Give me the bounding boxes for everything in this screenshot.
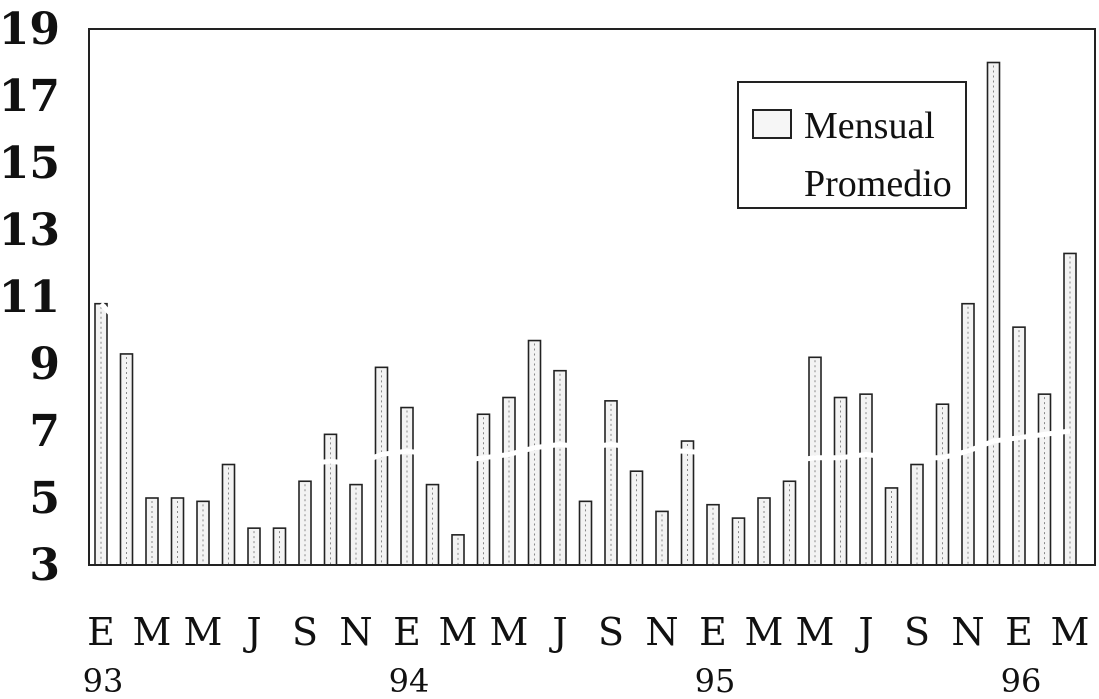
x-tick-label: M (133, 610, 172, 654)
bar-mensual (910, 463, 924, 566)
bar-mensual (298, 480, 312, 566)
x-tick-label: J (242, 610, 261, 654)
bar-mensual (1037, 393, 1052, 566)
year-label: 96 (1001, 662, 1042, 699)
x-tick-label: E (1005, 610, 1033, 654)
y-tick-label: 11 (0, 272, 60, 323)
legend-label-mensual: Mensual (804, 105, 935, 147)
legend-box (737, 81, 967, 209)
y-tick-label: 19 (0, 4, 60, 55)
bar-mensual (986, 61, 1001, 566)
year-labels: 93 94 95 96 (83, 662, 1042, 699)
year-label: 94 (389, 662, 430, 699)
x-tick-label: M (745, 610, 784, 654)
y-axis: 3 5 7 9 11 13 15 17 19 (0, 4, 60, 591)
y-tick-label: 17 (0, 71, 60, 122)
x-tick-label: M (1051, 610, 1090, 654)
x-tick-label: N (339, 610, 372, 654)
bar-mensual (782, 480, 797, 566)
x-tick-label: M (439, 610, 478, 654)
x-tick-label: N (951, 610, 984, 654)
y-tick-label: 3 (29, 540, 60, 591)
x-tick-label: S (598, 610, 624, 654)
year-label: 95 (695, 662, 736, 699)
y-tick-label: 5 (29, 473, 60, 524)
y-tick-label: 13 (0, 205, 60, 256)
series-line-promedio (99, 301, 1071, 468)
year-label: 93 (83, 662, 124, 699)
bar-mensual (221, 463, 236, 566)
legend: Mensual Promedio (737, 81, 967, 209)
x-tick-label: E (87, 610, 115, 654)
bar-mensual (859, 393, 873, 566)
x-tick-label: J (548, 610, 567, 654)
legend-swatch-mensual (752, 109, 792, 139)
x-tick-label: E (699, 610, 727, 654)
x-tick-label: S (904, 610, 930, 654)
x-tick-label: E (393, 610, 421, 654)
x-tick-label: M (184, 610, 223, 654)
plot-frame (88, 28, 1096, 566)
x-tick-label: M (796, 610, 835, 654)
y-tick-label: 15 (0, 138, 60, 189)
x-tick-label: S (292, 610, 318, 654)
legend-label-promedio: Promedio (804, 163, 952, 205)
x-tick-label: M (490, 610, 529, 654)
y-tick-label: 9 (29, 339, 60, 390)
x-tick-label: N (645, 610, 678, 654)
y-tick-label: 7 (29, 406, 60, 457)
x-tick-label: J (854, 610, 873, 654)
